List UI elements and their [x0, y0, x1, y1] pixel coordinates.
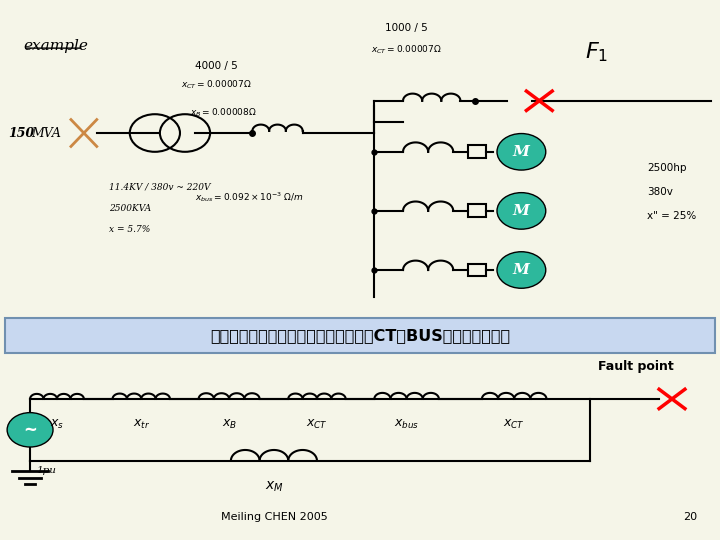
Text: MVA: MVA — [32, 126, 61, 139]
Text: x" = 25%: x" = 25% — [647, 211, 696, 221]
Text: Fault point: Fault point — [598, 360, 674, 373]
Bar — [467, 205, 485, 218]
FancyBboxPatch shape — [5, 319, 715, 353]
Text: $x_s$: $x_s$ — [50, 418, 64, 431]
Bar — [467, 264, 485, 276]
Text: 1000 / 5: 1000 / 5 — [385, 23, 428, 33]
Text: 4000 / 5: 4000 / 5 — [195, 61, 238, 71]
Text: 380v: 380v — [647, 187, 672, 197]
Circle shape — [497, 193, 546, 229]
Text: M: M — [513, 145, 530, 159]
Text: $x_{CT}$: $x_{CT}$ — [306, 418, 328, 431]
Text: $x_{CT}=0.00007\Omega$: $x_{CT}=0.00007\Omega$ — [181, 78, 252, 91]
Text: example: example — [23, 39, 88, 53]
Circle shape — [497, 133, 546, 170]
Text: $x_{bus} = 0.092\times10^{-3}\ \Omega/m$: $x_{bus} = 0.092\times10^{-3}\ \Omega/m$ — [195, 190, 304, 204]
Text: $x_{CT}=0.00007\Omega$: $x_{CT}=0.00007\Omega$ — [372, 43, 442, 56]
Text: $x_B$: $x_B$ — [222, 418, 237, 431]
Text: x = 5.7%: x = 5.7% — [109, 225, 150, 234]
Text: M: M — [513, 204, 530, 218]
Text: Meiling CHEN 2005: Meiling CHEN 2005 — [220, 512, 328, 523]
Text: 2500hp: 2500hp — [647, 163, 686, 173]
Text: 20: 20 — [683, 512, 697, 523]
Text: 用此例來看計算低壓端短路故障時忽略CT及BUS之阻抗是否恰當: 用此例來看計算低壓端短路故障時忽略CT及BUS之阻抗是否恰當 — [210, 328, 510, 343]
Text: 150: 150 — [9, 126, 35, 139]
Text: 11.4KV / 380v ~ 220V: 11.4KV / 380v ~ 220V — [109, 182, 210, 191]
Text: $x_{bus}$: $x_{bus}$ — [394, 418, 419, 431]
Text: M: M — [513, 263, 530, 277]
Circle shape — [7, 413, 53, 447]
Text: 1pu: 1pu — [36, 466, 55, 475]
Text: $x_M$: $x_M$ — [264, 480, 283, 494]
Text: 2500KVA: 2500KVA — [109, 204, 151, 213]
Circle shape — [497, 252, 546, 288]
Bar — [467, 145, 485, 158]
Text: $x_{tr}$: $x_{tr}$ — [132, 418, 150, 431]
Text: $F_1$: $F_1$ — [585, 40, 608, 64]
Text: ~: ~ — [23, 421, 37, 439]
Text: $x_B = 0.00008\Omega$: $x_B = 0.00008\Omega$ — [190, 106, 257, 119]
Text: $x_{CT}$: $x_{CT}$ — [503, 418, 525, 431]
